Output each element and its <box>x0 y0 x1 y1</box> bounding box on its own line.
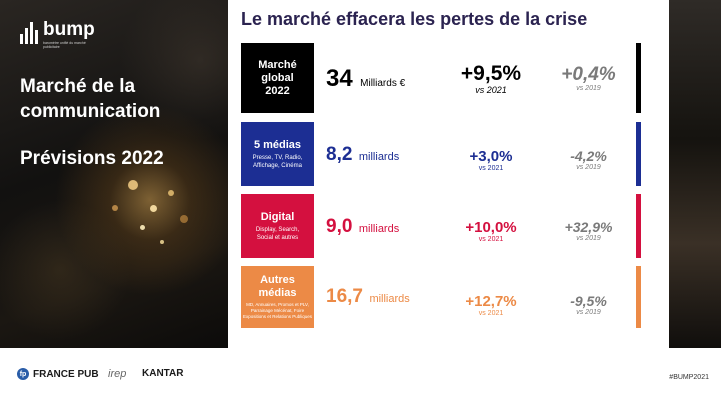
hashtag: #BUMP2021 <box>669 374 709 381</box>
francepub-logo: fp FRANCE PUB <box>17 368 99 380</box>
irep-logo: irep <box>108 368 126 380</box>
change-label: vs 2019 <box>576 309 601 316</box>
value-number: 8,2 <box>326 144 353 165</box>
bump-logo-tagline: baromètre unifié du marché publicitaire <box>43 41 86 49</box>
growth-label: vs 2021 <box>478 310 504 317</box>
value-number: 16,7 <box>326 286 363 307</box>
bokeh-light <box>140 225 145 230</box>
change-value: -4,2% <box>570 148 607 164</box>
change-value: +0,4% <box>561 64 616 85</box>
accent-bar <box>636 194 641 258</box>
page-title: Le marché effacera les pertes de la cris… <box>241 9 588 29</box>
growth-vs-2021: +9,5% vs 2021 <box>446 62 536 96</box>
change-label: vs 2019 <box>576 235 601 242</box>
accent-bar <box>636 43 641 113</box>
row-digital: Digital Display, Search, Social et autre… <box>241 194 641 258</box>
growth-label: vs 2021 <box>478 165 504 172</box>
bokeh-light <box>180 215 188 223</box>
category-box-digital: Digital Display, Search, Social et autre… <box>241 194 314 258</box>
value-unit: milliards <box>369 293 410 305</box>
bokeh-light <box>150 205 157 212</box>
change-vs-2019: +0,4% vs 2019 <box>556 64 621 93</box>
market-value: 34 Milliards € <box>326 65 405 93</box>
bump-logo-text: bump <box>43 19 95 40</box>
value-unit: milliards <box>358 223 400 235</box>
change-label: vs 2019 <box>576 85 601 92</box>
value-unit: Milliards € <box>360 78 406 89</box>
kantar-logo: KANTAR <box>142 368 183 379</box>
bokeh-light <box>112 205 118 211</box>
change-value: +32,9% <box>564 219 613 235</box>
change-vs-2019: -9,5% vs 2019 <box>556 293 621 317</box>
bump-logo-icon <box>20 20 38 44</box>
right-photo-strip <box>669 0 721 348</box>
growth-vs-2021: +12,7% vs 2021 <box>446 293 536 318</box>
bump-logo: bump baromètre unifié du marché publicit… <box>20 20 103 49</box>
growth-value: +9,5% <box>460 62 522 85</box>
left-photo-panel: bump baromètre unifié du marché publicit… <box>0 0 228 348</box>
category-subtitle: Display, Search, Social et autres <box>255 226 300 241</box>
growth-value: +3,0% <box>469 148 513 165</box>
kantar-logo-text: KANTAR <box>142 368 184 379</box>
category-subtitle: MD, Annuaires, Promos et PLV, Parrainage… <box>242 302 313 319</box>
value-number: 34 <box>326 65 353 92</box>
irep-logo-text: irep <box>108 368 127 380</box>
category-subtitle: Presse, TV, Radio, Affichage, Cinéma <box>252 154 303 169</box>
change-vs-2019: -4,2% vs 2019 <box>556 148 621 172</box>
accent-bar <box>636 122 641 186</box>
bokeh-light <box>168 190 174 196</box>
left-subtitle: Prévisions 2022 <box>20 148 164 169</box>
row-5-medias: 5 médias Presse, TV, Radio, Affichage, C… <box>241 122 641 186</box>
growth-value: +12,7% <box>465 293 517 310</box>
value-unit: milliards <box>358 151 400 163</box>
accent-bar <box>636 266 641 328</box>
category-title: Marché global 2022 <box>258 58 297 97</box>
change-label: vs 2019 <box>576 164 601 171</box>
growth-label: vs 2021 <box>478 236 504 243</box>
category-box-autres-medias: Autres médias MD, Annuaires, Promos et P… <box>241 266 314 328</box>
growth-value: +10,0% <box>465 219 517 236</box>
francepub-icon: fp <box>17 368 29 380</box>
value-number: 9,0 <box>326 216 353 237</box>
market-value: 9,0 milliards <box>326 216 399 238</box>
category-title: Digital <box>260 210 295 223</box>
left-title: Marché de la communication <box>20 76 161 122</box>
category-title: 5 médias <box>253 138 302 151</box>
category-box-global: Marché global 2022 <box>241 43 314 113</box>
growth-vs-2021: +10,0% vs 2021 <box>446 219 536 244</box>
change-value: -9,5% <box>570 293 607 309</box>
bokeh-light <box>128 180 138 190</box>
bokeh-light <box>160 240 164 244</box>
change-vs-2019: +32,9% vs 2019 <box>556 219 621 243</box>
market-value: 16,7 milliards <box>326 286 410 308</box>
row-global: Marché global 2022 34 Milliards € +9,5% … <box>241 43 641 113</box>
category-box-5-medias: 5 médias Presse, TV, Radio, Affichage, C… <box>241 122 314 186</box>
francepub-logo-text: FRANCE PUB <box>33 368 99 380</box>
category-title: Autres médias <box>258 274 297 299</box>
row-autres-medias: Autres médias MD, Annuaires, Promos et P… <box>241 266 641 328</box>
growth-label: vs 2021 <box>475 85 507 95</box>
market-value: 8,2 milliards <box>326 144 399 166</box>
footer: fp FRANCE PUB irep KANTAR #BUMP2021 <box>0 348 721 408</box>
growth-vs-2021: +3,0% vs 2021 <box>446 148 536 173</box>
